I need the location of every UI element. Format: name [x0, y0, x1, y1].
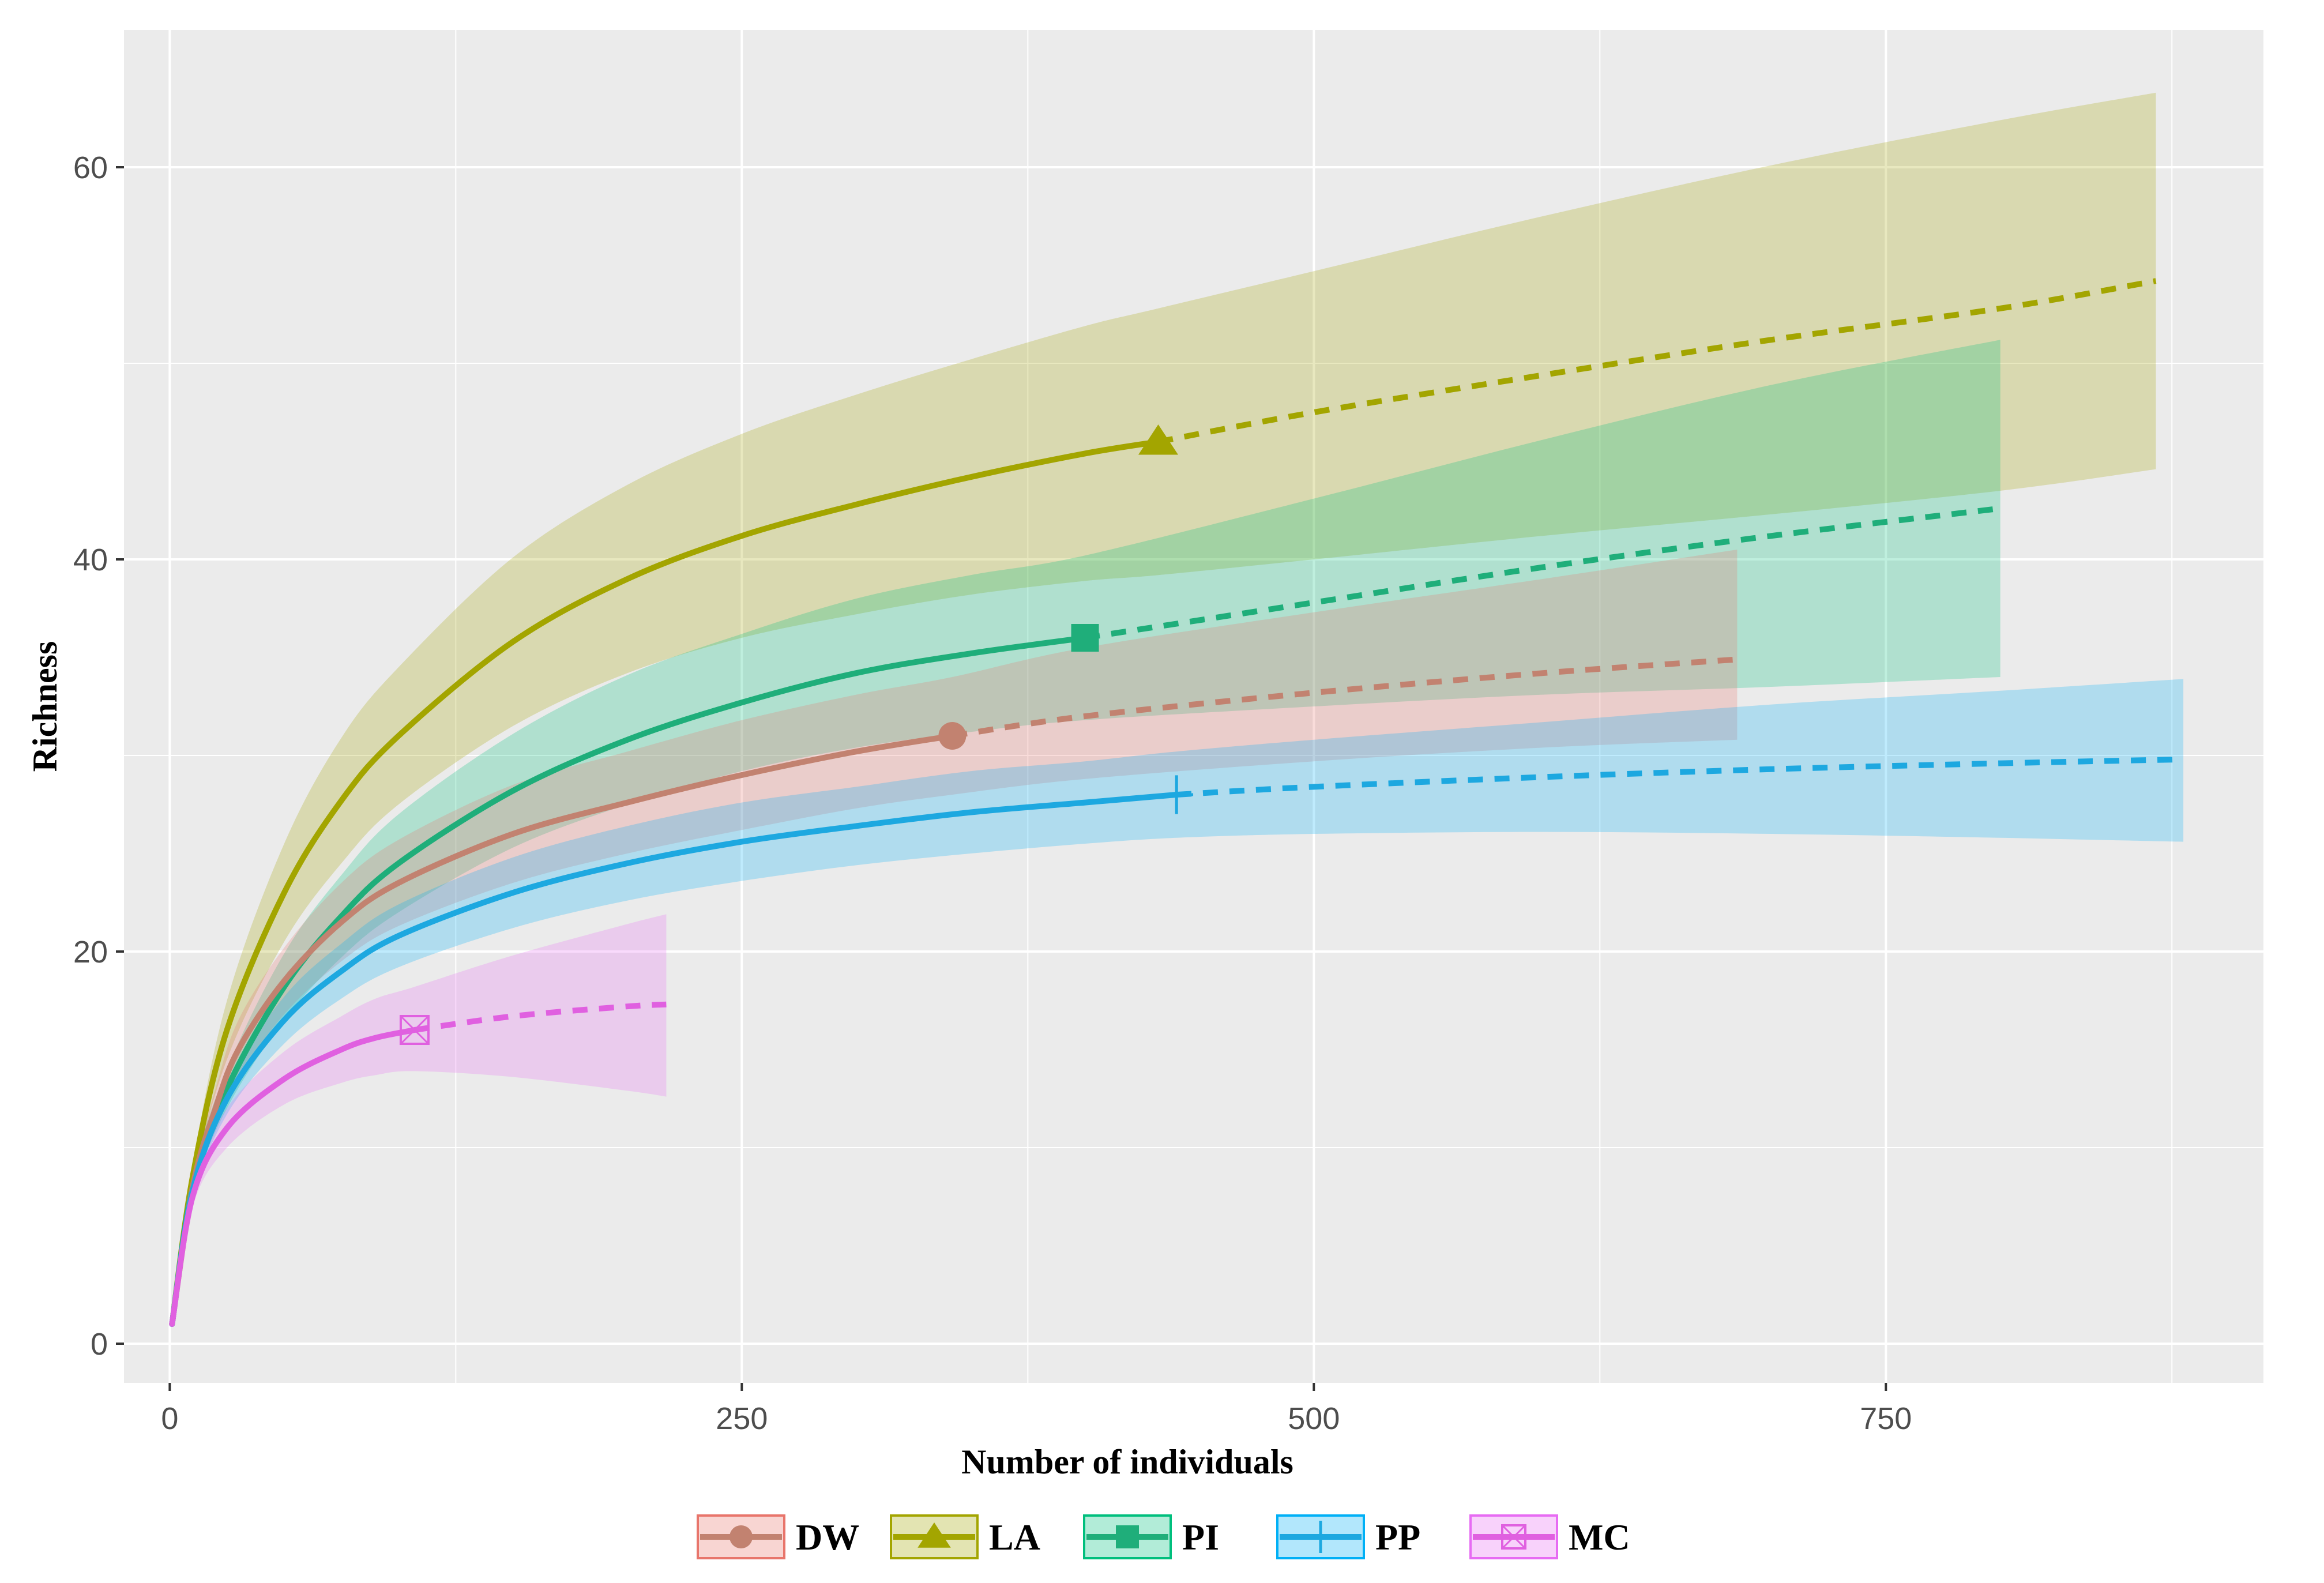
y-tick-label: 0: [91, 1327, 108, 1362]
line-la-extrapolated: [1157, 278, 2157, 445]
series-lines: [169, 278, 2184, 1327]
ribbon-pi: [172, 340, 2000, 1325]
legend-item-dw: DW: [697, 1514, 859, 1559]
legend-marker-pi: [1116, 1525, 1139, 1548]
y-axis-title: Richness: [26, 641, 64, 772]
line-pp-interpolated: [169, 792, 1180, 1327]
marker-la: [1138, 424, 1178, 455]
legend-item-pi: PI: [1083, 1514, 1219, 1559]
legend-marker-pp: [1307, 1521, 1334, 1553]
ribbon-la: [172, 92, 2156, 1324]
line-dw-extrapolated: [952, 656, 1738, 739]
legend-label-la: LA: [989, 1517, 1040, 1558]
line-dw-interpolated: [169, 733, 956, 1327]
x-tick-label: 500: [1288, 1401, 1340, 1436]
legend-label-pp: PP: [1375, 1517, 1420, 1558]
ribbon-pp: [172, 679, 2184, 1324]
x-tick-label: 750: [1860, 1401, 1912, 1436]
line-la-interpolated: [169, 439, 1161, 1327]
y-tick-label: 20: [73, 935, 108, 969]
marker-pp: [1160, 775, 1194, 814]
ribbon-dw: [172, 550, 1738, 1324]
marker-mc: [399, 1015, 430, 1045]
x-tick-label: 250: [716, 1401, 768, 1436]
tick-labels: 0 250 500 750 0 20 40 60: [73, 151, 1912, 1436]
x-tick-label: 0: [161, 1401, 178, 1436]
legend-item-pp: PP: [1276, 1514, 1420, 1559]
marker-dw: [938, 722, 967, 750]
line-pi-extrapolated: [1084, 505, 2001, 641]
legend-label-mc: MC: [1569, 1517, 1630, 1558]
legend-item-la: LA: [890, 1514, 1040, 1559]
line-pp-extrapolated: [1176, 756, 2184, 798]
x-axis-title: Number of individuals: [961, 1443, 1293, 1481]
y-tick-label: 60: [73, 151, 108, 185]
grid-major: [124, 30, 2263, 1383]
legend-marker-la: [917, 1522, 951, 1548]
y-tick-label: 40: [73, 543, 108, 577]
line-mc-extrapolated: [414, 1001, 667, 1033]
legend-marker-dw: [729, 1525, 753, 1548]
ribbon-mc: [172, 914, 667, 1324]
observed-markers: [399, 424, 1194, 1045]
legend-label-pi: PI: [1182, 1517, 1219, 1558]
legend: DW LA PI PP MC: [697, 1514, 1630, 1559]
marker-pi: [1071, 624, 1099, 652]
legend-marker-mc: [1501, 1524, 1526, 1550]
confidence-ribbons: [172, 92, 2184, 1325]
line-mc-interpolated: [169, 1027, 418, 1327]
axis-ticks: [116, 166, 1887, 1391]
grid-minor: [124, 30, 2263, 1383]
legend-label-dw: DW: [796, 1517, 859, 1558]
legend-item-mc: MC: [1469, 1514, 1630, 1559]
